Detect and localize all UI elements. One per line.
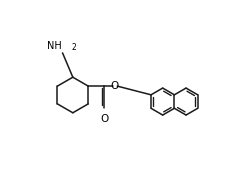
Text: O: O <box>111 81 119 91</box>
Text: O: O <box>100 114 108 124</box>
Text: 2: 2 <box>72 43 77 52</box>
Text: NH: NH <box>47 41 62 51</box>
